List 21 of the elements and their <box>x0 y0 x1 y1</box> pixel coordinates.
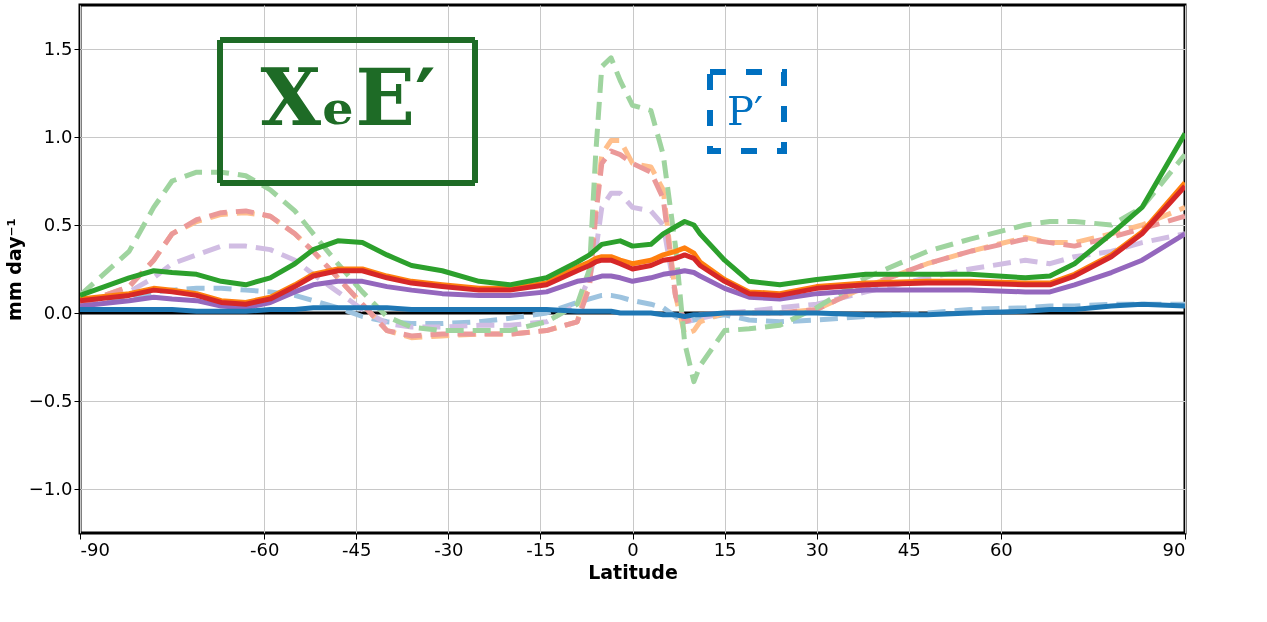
x-tick-label: 15 <box>713 538 737 560</box>
x-axis-title: Latitude <box>588 560 678 583</box>
x-tick-label: 30 <box>805 538 829 560</box>
x-tick-label: 90 <box>1162 538 1186 560</box>
x-tick-label: 45 <box>897 538 921 560</box>
y-tick-label: −0.5 <box>28 389 73 411</box>
y-tick-label: 0.5 <box>43 213 73 235</box>
y-tick-label: 1.5 <box>43 37 73 59</box>
x-tick-label: -90 <box>80 538 110 560</box>
x-tick-label: -30 <box>434 538 464 560</box>
y-tick-label: 0.0 <box>43 301 73 323</box>
y-axis-title: mm day⁻¹ <box>2 218 25 321</box>
x-tick-label: -45 <box>342 538 372 560</box>
annotation: XₑE′ <box>260 52 436 143</box>
annotation: P′ <box>727 88 763 134</box>
x-tick-label: -60 <box>249 538 280 560</box>
x-tick-label: 60 <box>989 538 1013 560</box>
x-tick-label: 0 <box>627 538 639 560</box>
x-tick-label: -15 <box>526 538 556 560</box>
y-tick-label: 1.0 <box>43 125 73 147</box>
y-tick-label: −1.0 <box>28 477 73 499</box>
